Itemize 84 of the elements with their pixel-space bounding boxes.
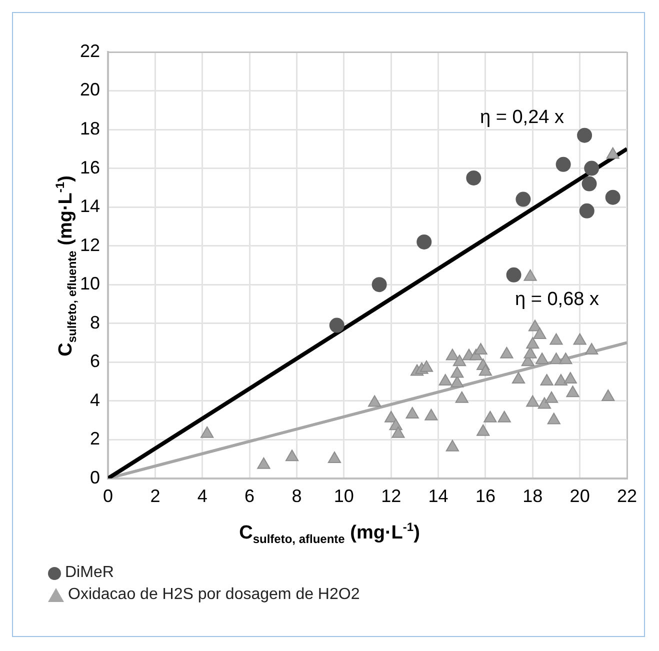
point — [538, 397, 551, 409]
point — [406, 406, 419, 418]
x-axis-title: C$_{sulfeto, afluente}$ (mg·L$^{-1}$) — [238, 520, 421, 546]
annotation: η = 0,24 x — [480, 107, 564, 128]
point — [368, 395, 382, 407]
legend-label: DiMeR — [65, 564, 114, 582]
y-tick-label: 0 — [90, 467, 100, 488]
y-tick-label: 14 — [80, 196, 100, 216]
point — [585, 342, 598, 354]
point — [556, 156, 571, 172]
point — [257, 457, 270, 469]
y-tick-label: 18 — [80, 118, 100, 138]
x-tick-label: 14 — [428, 486, 448, 506]
point — [424, 408, 438, 420]
point — [544, 391, 558, 403]
point — [474, 342, 488, 354]
point — [524, 269, 537, 281]
point — [498, 410, 511, 422]
point — [446, 440, 459, 452]
point — [484, 410, 497, 422]
x-tick-label: 4 — [197, 486, 208, 506]
x-tick-label: 12 — [381, 486, 402, 506]
point — [372, 277, 387, 292]
y-tick-label: 12 — [80, 234, 100, 255]
y-tick-label: 6 — [90, 351, 100, 372]
point — [533, 327, 546, 339]
x-tick-label: 0 — [103, 486, 114, 506]
y-tick-label: 10 — [80, 274, 100, 294]
point — [506, 267, 522, 282]
y-tick-label: 22 — [80, 40, 100, 61]
x-tick-label: 10 — [334, 486, 354, 506]
point — [566, 386, 580, 398]
point — [285, 450, 299, 462]
point — [564, 372, 577, 384]
point — [466, 170, 482, 186]
point — [579, 203, 594, 218]
point — [438, 374, 452, 386]
x-tick-label: 2 — [150, 486, 160, 506]
point — [559, 352, 572, 364]
point — [512, 372, 526, 384]
point — [384, 410, 398, 422]
point — [516, 192, 531, 207]
point — [605, 190, 620, 205]
point — [526, 337, 540, 349]
point — [582, 176, 597, 192]
point — [446, 348, 459, 360]
point — [526, 395, 540, 407]
y-tick-label: 2 — [90, 428, 100, 449]
y-tick-label: 8 — [90, 312, 100, 332]
point — [524, 346, 537, 358]
point — [584, 160, 600, 176]
x-tick-label: 18 — [522, 486, 543, 506]
point — [573, 333, 586, 345]
point — [450, 376, 464, 388]
legend-label: Oxidacao de H2S por dosagem de H2O2 — [68, 586, 360, 604]
point — [536, 352, 549, 364]
y-tick-label: 20 — [80, 80, 100, 100]
point — [577, 128, 592, 143]
point — [200, 426, 214, 438]
point — [500, 346, 514, 358]
point — [547, 412, 560, 424]
annotation: η = 0,68 x — [515, 288, 600, 310]
point — [550, 352, 563, 364]
x-tick-label: 8 — [292, 486, 302, 506]
point — [455, 391, 468, 403]
point — [540, 374, 554, 386]
y-tick-label: 4 — [90, 390, 100, 410]
point — [452, 354, 466, 366]
point — [420, 360, 434, 372]
point — [554, 374, 568, 386]
x-tick-label: 20 — [570, 486, 590, 506]
y-tick-label: 16 — [80, 157, 100, 178]
x-tick-label: 6 — [244, 486, 255, 506]
x-tick-label: 22 — [616, 486, 638, 506]
point — [550, 333, 563, 345]
x-tick-label: 16 — [475, 486, 496, 506]
point — [329, 318, 344, 333]
point — [602, 389, 615, 401]
point — [450, 366, 464, 378]
point — [328, 452, 342, 464]
point — [392, 426, 405, 438]
point — [478, 364, 492, 376]
point — [476, 424, 490, 436]
point — [416, 234, 432, 250]
